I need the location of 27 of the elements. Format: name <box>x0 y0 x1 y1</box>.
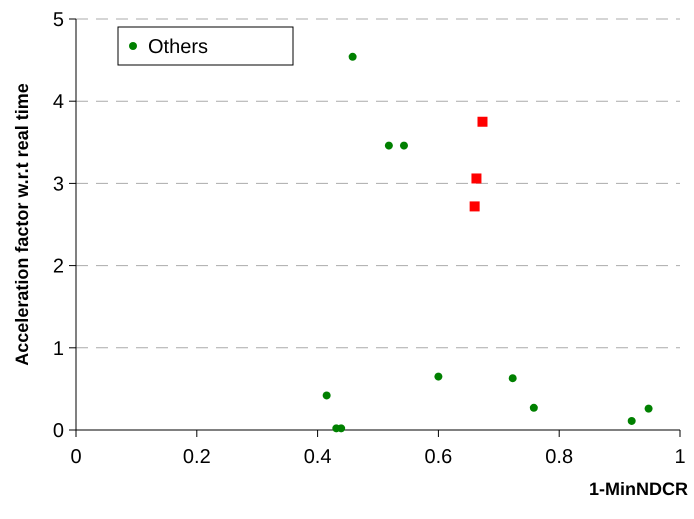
legend-label: Others <box>148 36 208 58</box>
y-tick-label: 0 <box>52 420 64 442</box>
point <box>477 116 488 127</box>
point <box>384 142 393 150</box>
point <box>508 374 517 382</box>
point <box>400 142 408 150</box>
x-tick-label: 0 <box>70 446 82 468</box>
y-tick-label: 3 <box>52 173 64 196</box>
x-tick-label: 0.2 <box>182 446 211 468</box>
point <box>322 391 331 400</box>
y-tick-label: 2 <box>52 256 64 278</box>
point <box>471 173 482 184</box>
point <box>434 372 442 381</box>
point <box>348 52 357 61</box>
y-tick-label: 1 <box>52 338 64 360</box>
point <box>470 201 480 212</box>
point <box>530 404 538 412</box>
point <box>644 404 653 413</box>
y-tick-label: 5 <box>52 9 64 31</box>
point <box>628 416 636 425</box>
x-axis-title: 1-MinNDCR <box>589 479 688 499</box>
x-tick-label: 0.8 <box>545 446 574 468</box>
y-tick-label: 4 <box>52 91 64 114</box>
x-tick-label: 1 <box>674 446 686 468</box>
x-tick-label: 0.6 <box>424 446 452 468</box>
x-tick-label: 0.4 <box>304 446 332 468</box>
y-axis-title: Acceleration factor w.r.t real time <box>12 83 32 366</box>
